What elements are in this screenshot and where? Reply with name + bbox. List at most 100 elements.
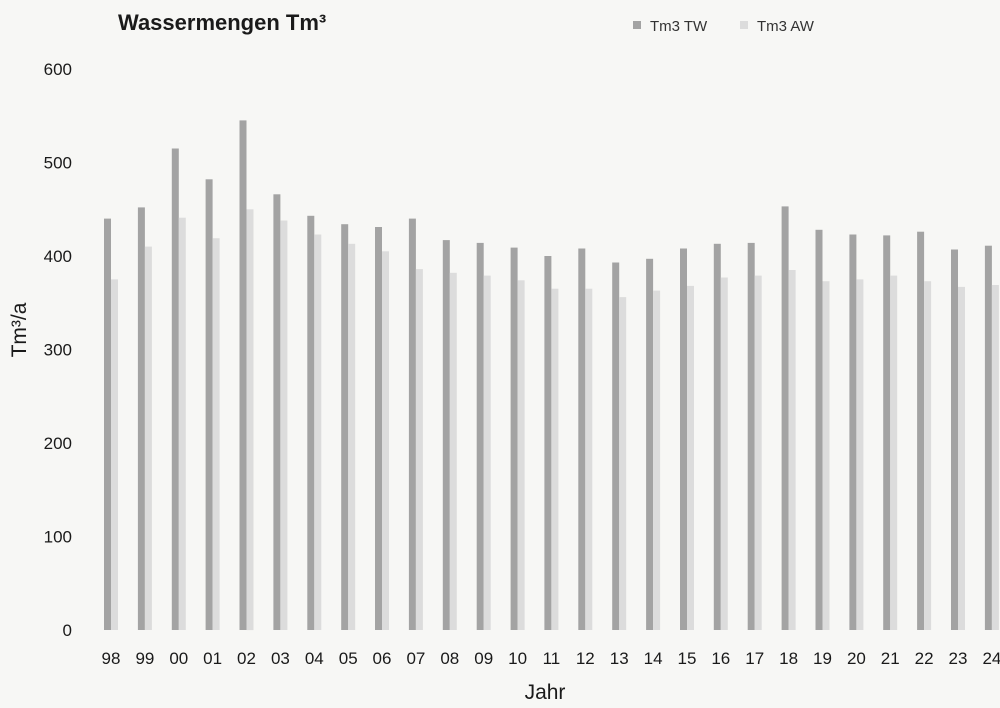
bar-tw (137, 207, 145, 630)
bar-tw (612, 262, 620, 630)
bar-aw (212, 238, 220, 630)
x-tick-label: 05 (339, 649, 358, 668)
bar-tw (239, 120, 247, 631)
x-tick-label: 99 (135, 649, 154, 668)
bar-tw (646, 258, 654, 630)
legend: Tm3 TW Tm3 AW (633, 18, 815, 35)
bar-aw (483, 275, 491, 630)
bars (104, 120, 999, 631)
bar-tw (781, 206, 789, 630)
bar-aw (449, 272, 457, 630)
x-tick-label: 04 (305, 649, 324, 668)
x-tick-label: 06 (373, 649, 392, 668)
x-tick-label: 24 (982, 649, 1000, 668)
x-tick-label: 02 (237, 649, 256, 668)
x-tick-label: 01 (203, 649, 222, 668)
bar-tw (713, 243, 721, 631)
bar-aw (551, 288, 559, 630)
bar-aw (314, 234, 322, 630)
x-tick-label: 09 (474, 649, 493, 668)
bar-aw (280, 220, 288, 630)
y-axis-ticks: 0 100 200 300 400 500 600 (44, 60, 72, 640)
x-tick-label: 10 (508, 649, 527, 668)
bar-tw (544, 256, 552, 630)
bar-aw (382, 251, 389, 631)
legend-swatch-aw (740, 21, 748, 29)
bar-tw (273, 194, 281, 631)
y-tick-label: 100 (44, 528, 72, 547)
x-tick-label: 22 (915, 649, 934, 668)
y-axis-label: Tm³/a (8, 302, 31, 357)
y-tick-label: 200 (44, 434, 72, 453)
x-axis-ticks: 98 99 00 01 02 03 04 05 06 07 08 09 10 11 12 13 14 15 16 17… (102, 649, 1000, 668)
bar-aw (958, 286, 965, 630)
x-tick-label: 12 (576, 649, 595, 668)
bar-tw (104, 218, 111, 630)
x-tick-label: 19 (813, 649, 832, 668)
x-tick-label: 21 (881, 649, 900, 668)
x-tick-label: 11 (543, 649, 561, 668)
x-tick-label: 98 (102, 649, 121, 668)
y-tick-label: 400 (44, 247, 72, 266)
bar-tw (849, 234, 857, 630)
x-axis-label: Jahr (525, 681, 566, 704)
x-tick-label: 20 (847, 649, 866, 668)
x-tick-label: 07 (406, 649, 425, 668)
bar-tw (510, 247, 518, 630)
x-tick-label: 14 (644, 649, 663, 668)
bar-tw (883, 235, 891, 630)
legend-label-tw: Tm3 TW (650, 18, 708, 35)
legend-label-aw: Tm3 AW (757, 18, 815, 35)
bar-tw (917, 231, 925, 630)
x-tick-label: 00 (169, 649, 188, 668)
y-tick-label: 300 (44, 341, 72, 360)
chart-title: Wassermengen Tm³ (118, 10, 326, 35)
bar-tw (205, 179, 213, 631)
bar-tw (680, 248, 687, 630)
bar-aw (517, 280, 525, 630)
bar-aw (924, 281, 932, 630)
bar-aw (687, 285, 694, 630)
legend-swatch-tw (633, 21, 641, 29)
bar-aw (619, 297, 627, 630)
x-tick-label: 08 (440, 649, 459, 668)
bar-aw (822, 281, 830, 630)
bar-tw (815, 229, 823, 631)
bar-aw (585, 288, 593, 630)
bar-tw (747, 242, 755, 630)
bar-aw (415, 269, 423, 630)
bar-tw (984, 245, 992, 630)
x-tick-label: 13 (610, 649, 629, 668)
bar-aw (653, 290, 661, 630)
y-tick-label: 0 (63, 621, 72, 640)
bar-aw (348, 243, 356, 631)
bar-tw (171, 148, 179, 630)
bar-aw (144, 246, 152, 630)
x-tick-label: 15 (678, 649, 697, 668)
bar-tw (442, 240, 450, 630)
x-tick-label: 17 (745, 649, 764, 668)
bar-tw (375, 227, 382, 630)
x-tick-label: 18 (779, 649, 798, 668)
bar-aw (754, 275, 762, 630)
x-tick-label: 23 (949, 649, 968, 668)
bar-aw (788, 270, 796, 630)
x-tick-label: 16 (711, 649, 730, 668)
bar-aw (890, 275, 898, 630)
bar-tw (341, 224, 349, 630)
bar-aw (246, 209, 254, 631)
bar-aw (991, 285, 999, 630)
bar-tw (951, 249, 958, 630)
bar-aw (178, 217, 186, 630)
bar-tw (578, 248, 586, 630)
bar-tw (307, 215, 315, 631)
bar-tw (476, 242, 484, 630)
bar-aw (720, 277, 728, 630)
y-tick-label: 600 (44, 60, 72, 79)
y-tick-label: 500 (44, 154, 72, 173)
x-tick-label: 03 (271, 649, 290, 668)
bar-aw (856, 279, 864, 630)
bar-tw (408, 218, 416, 630)
